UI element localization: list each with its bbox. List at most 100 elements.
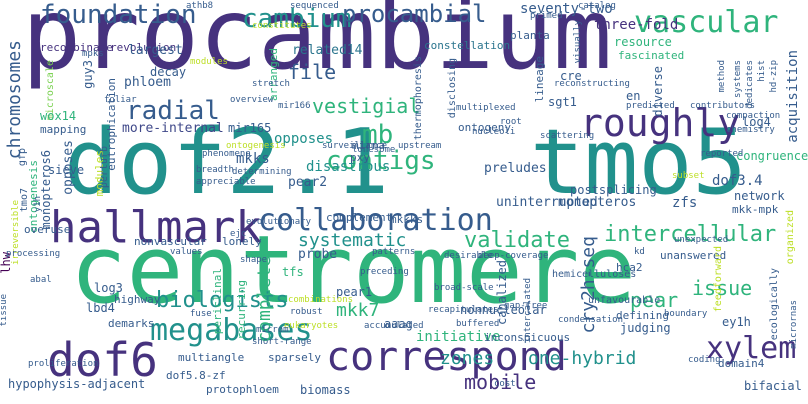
cloud-word: cost [494, 379, 516, 389]
cloud-word: subset [672, 171, 705, 181]
cloud-word: method [717, 60, 727, 93]
cloud-word: demarks [108, 317, 155, 330]
cloud-word: megabases [150, 313, 313, 348]
cloud-word: mirna [352, 139, 386, 152]
cloud-word: monopteros6 [39, 150, 53, 230]
cloud-word: largest [128, 43, 183, 58]
cloud-word: hca2 [616, 261, 643, 274]
cloud-word: opposes [274, 131, 334, 147]
cloud-word: recurring [235, 280, 248, 340]
cloud-word: coding [688, 355, 721, 365]
cloud-word: preludes [484, 161, 547, 176]
cloud-word: sparsely [268, 351, 321, 364]
cloud-word: mpks [82, 49, 104, 59]
cloud-word: mir165 [228, 121, 272, 135]
cloud-word: validate [464, 228, 570, 253]
cloud-word: seventy-two [520, 1, 613, 17]
cloud-word: vestigial [312, 94, 421, 118]
cloud-word: related14 [292, 43, 363, 58]
cloud-word: gfp [17, 148, 28, 167]
cloud-word: reconstructing [554, 79, 630, 89]
cloud-word: condensation [558, 315, 624, 325]
cloud-word: root [500, 117, 522, 127]
cloud-word: unfavourable [588, 295, 661, 306]
cloud-word: complement [326, 211, 393, 224]
cloud-word: unanswered [660, 249, 727, 262]
cloud-word: chromosomes [4, 40, 25, 160]
cloud-word: ontogeny [458, 121, 511, 134]
cloud-word: tissue [0, 294, 9, 327]
cloud-word: stretch [252, 79, 290, 89]
cloud-word: constitutes [252, 21, 312, 31]
cloud-word: shape [240, 255, 268, 265]
cloud-word: surveillance [322, 141, 388, 151]
cloud-word: procambium [22, 0, 613, 92]
cloud-word: correspond [326, 334, 567, 380]
cloud-word: mkk7 [336, 300, 380, 321]
cloud-word: inconspicuous [484, 331, 571, 344]
cloud-word: mobile [464, 370, 537, 394]
cloud-word: procambial [342, 0, 487, 28]
cloud-word: predicted [626, 101, 675, 111]
cloud-word: systematic [298, 230, 407, 251]
cloud-word: planta [510, 29, 550, 42]
cloud-word: revolution [110, 41, 177, 54]
cloud-word: biomass [300, 383, 351, 397]
cloud-word: aaag [384, 317, 413, 331]
cloud-word: athb8 [186, 1, 214, 11]
cloud-word: mkks [236, 151, 270, 167]
cloud-word: pear1 [336, 285, 373, 299]
cloud-word: radial [126, 96, 220, 126]
cloud-word: resource [614, 35, 672, 49]
cloud-word: disastrous [306, 159, 391, 175]
cloud-word: hemicelluloses [552, 269, 637, 280]
cloud-word: defining [616, 309, 669, 322]
cloud-word: hd-zip [769, 60, 779, 93]
cloud-word: compaction [726, 111, 781, 121]
cloud-word: short-range [252, 337, 312, 347]
cloud-word: congruence [736, 149, 808, 163]
cloud-word: domain4 [718, 357, 765, 370]
cloud-word: highway [114, 293, 161, 306]
cloud-word: feedforward [713, 246, 724, 313]
cloud-word: decay [150, 65, 187, 79]
cloud-word: broad-scale [434, 283, 494, 293]
cloud-word: organized [785, 210, 796, 265]
cloud-word: ejc [230, 229, 247, 239]
cloud-word: collaboration [258, 203, 493, 238]
cloud-word: xylem [706, 331, 797, 366]
cloud-word: postsplicing [570, 183, 657, 197]
cloud-word: mkkks [390, 213, 424, 226]
cloud-word: dof3.4 [712, 173, 763, 189]
cloud-word: foundation [40, 0, 197, 30]
cloud-word: mb [362, 120, 394, 150]
cloud-word: log4 [742, 115, 771, 129]
cloud-word: micrornas [789, 300, 799, 349]
cloud-word: primed [530, 11, 563, 21]
cloud-word: ey1h [722, 315, 751, 329]
cloud-word: wox14 [40, 109, 77, 123]
cloud-word: lbd4 [86, 301, 115, 315]
cloud-word: monopteros [558, 195, 637, 210]
cloud-word: upstream [398, 141, 442, 151]
cloud-word: values [170, 247, 203, 257]
cloud-word: tfs [282, 265, 304, 279]
cloud-word: multiplexed [456, 103, 516, 113]
cloud-word: dof5.8-zf [166, 369, 226, 382]
cloud-word: systems [733, 60, 743, 98]
cloud-word: desirable [444, 251, 493, 261]
cloud-word: vascular [634, 5, 779, 40]
cloud-word: eukaryotes [284, 321, 339, 331]
cloud-word: kd [634, 247, 645, 257]
cloud-word: sgt1 [548, 95, 577, 109]
cloud-word: ecologically [769, 268, 780, 341]
cloud-word: fuse [190, 309, 212, 319]
cloud-word: recombinase [40, 41, 113, 54]
cloud-word: zfs [672, 195, 698, 211]
cloud-word: proliferation [28, 359, 99, 369]
cloud-word: evolutionary [246, 217, 312, 227]
cloud-word: contigs [326, 146, 436, 176]
cloud-word: sieve [48, 163, 85, 177]
cloud-word: dedicates [745, 60, 755, 109]
